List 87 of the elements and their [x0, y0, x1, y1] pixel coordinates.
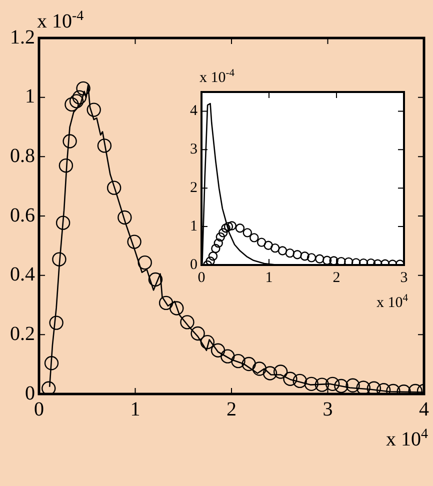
point — [351, 258, 361, 265]
text: x 10$^{4}$ — [386, 427, 428, 451]
point — [366, 381, 382, 394]
point — [86, 102, 101, 117]
point — [278, 246, 288, 256]
point — [42, 381, 56, 394]
point — [221, 223, 230, 233]
point — [325, 376, 340, 392]
point — [180, 315, 194, 330]
point — [210, 343, 226, 358]
annotation: x 10$^{4}$ — [376, 293, 408, 311]
x-tick-label: 3 — [400, 270, 408, 286]
point — [231, 354, 246, 368]
point — [334, 378, 348, 394]
point — [242, 228, 252, 238]
point — [44, 356, 59, 370]
point — [52, 252, 66, 266]
point — [300, 252, 310, 261]
y-tick-label: 0.4 — [10, 264, 35, 286]
point — [97, 138, 112, 153]
point — [292, 374, 307, 388]
point — [218, 228, 228, 238]
point — [216, 232, 225, 242]
x-tick-label: 2 — [332, 270, 340, 286]
point — [200, 334, 215, 350]
point — [329, 256, 338, 265]
point — [224, 222, 234, 232]
point — [304, 376, 318, 392]
point — [235, 223, 245, 233]
y-tick-label: 1.2 — [10, 26, 35, 48]
point — [227, 221, 236, 230]
y-tick-label: 1 — [25, 86, 35, 108]
point — [346, 378, 360, 392]
point — [285, 248, 295, 258]
point — [214, 238, 223, 248]
text: x 10$^{-4}$ — [37, 9, 84, 33]
point — [148, 272, 163, 287]
point — [314, 378, 330, 392]
y-tick-label: 0 — [25, 382, 35, 404]
point — [190, 326, 205, 341]
point — [138, 255, 152, 270]
x-tick-label: 2 — [226, 398, 236, 420]
point — [62, 134, 77, 148]
point — [252, 362, 267, 376]
y-tick-label: 2 — [190, 180, 198, 196]
point — [211, 244, 220, 254]
x-tick-label: 3 — [322, 398, 333, 420]
point — [242, 356, 256, 372]
annotation: x 10$^{-4}$ — [200, 68, 234, 86]
x-tick-label: 1 — [265, 270, 273, 286]
point — [270, 243, 280, 253]
y-tick-label: 3 — [190, 142, 198, 158]
point — [273, 364, 288, 379]
point — [158, 296, 174, 310]
point — [64, 97, 79, 112]
y-tick-label: 0.2 — [10, 322, 35, 345]
point — [58, 158, 74, 173]
point — [264, 240, 273, 250]
point — [106, 180, 122, 195]
point — [49, 316, 64, 330]
point — [283, 372, 298, 386]
point — [76, 81, 90, 96]
y-tick-label: 4 — [190, 103, 198, 120]
point — [344, 257, 354, 265]
point — [356, 380, 370, 394]
point — [322, 256, 332, 265]
point — [56, 216, 70, 230]
y-tick-label: 0 — [190, 256, 198, 273]
point — [118, 210, 132, 225]
point — [256, 238, 266, 247]
point — [262, 366, 278, 380]
point — [170, 301, 184, 316]
point — [208, 252, 218, 261]
point — [220, 349, 235, 364]
y-tick-label: 1 — [190, 218, 198, 234]
point — [72, 90, 87, 104]
point — [306, 253, 316, 262]
point — [250, 233, 259, 242]
point — [127, 234, 142, 249]
x-tick-label: 1 — [130, 398, 140, 420]
point — [206, 256, 215, 265]
point — [315, 254, 324, 264]
point — [69, 94, 84, 108]
x-tick-label: 4 — [419, 398, 429, 420]
y-tick-label: 0.8 — [10, 144, 35, 167]
point — [292, 250, 302, 260]
y-tick-label: 0.6 — [10, 204, 35, 226]
